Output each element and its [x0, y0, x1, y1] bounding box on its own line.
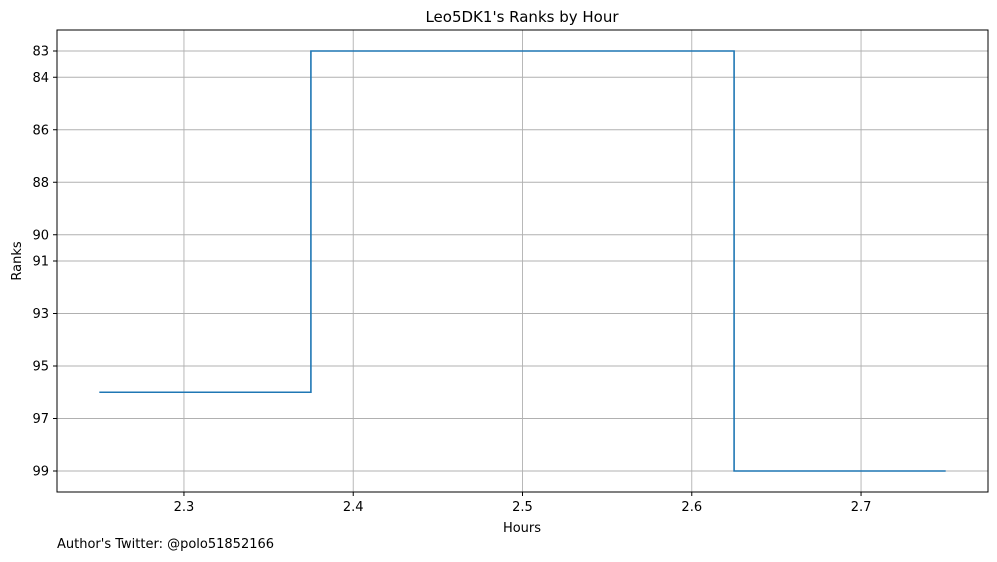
x-tick-label: 2.6	[681, 500, 702, 515]
series-layer	[99, 50, 946, 472]
y-tick-label: 91	[32, 255, 49, 270]
y-axis-label: Ranks	[10, 241, 25, 280]
author-credit: Author's Twitter: @polo51852166	[57, 537, 275, 552]
y-tick-label: 84	[32, 71, 49, 86]
x-axis: 2.3 2.4 2.5 2.6 2.7	[174, 492, 872, 515]
y-tick-label: 88	[32, 176, 49, 191]
chart-title: Leo5DK1's Ranks by Hour	[425, 8, 619, 26]
y-tick-label: 97	[32, 412, 49, 427]
x-tick-label: 2.4	[343, 500, 364, 515]
y-tick-label: 95	[32, 360, 49, 375]
y-tick-label: 99	[32, 465, 49, 480]
y-tick-label: 90	[32, 228, 49, 243]
grid	[57, 30, 988, 492]
x-tick-label: 2.7	[851, 500, 872, 515]
series-line	[99, 50, 946, 472]
y-tick-label: 86	[32, 123, 49, 138]
x-tick-label: 2.3	[174, 500, 195, 515]
x-axis-label: Hours	[503, 521, 541, 536]
y-tick-label: 83	[32, 45, 49, 60]
y-axis: 83 84 86 88 90 91 93 95 97 99	[32, 45, 57, 480]
x-tick-label: 2.5	[512, 500, 533, 515]
y-tick-label: 93	[32, 307, 49, 322]
